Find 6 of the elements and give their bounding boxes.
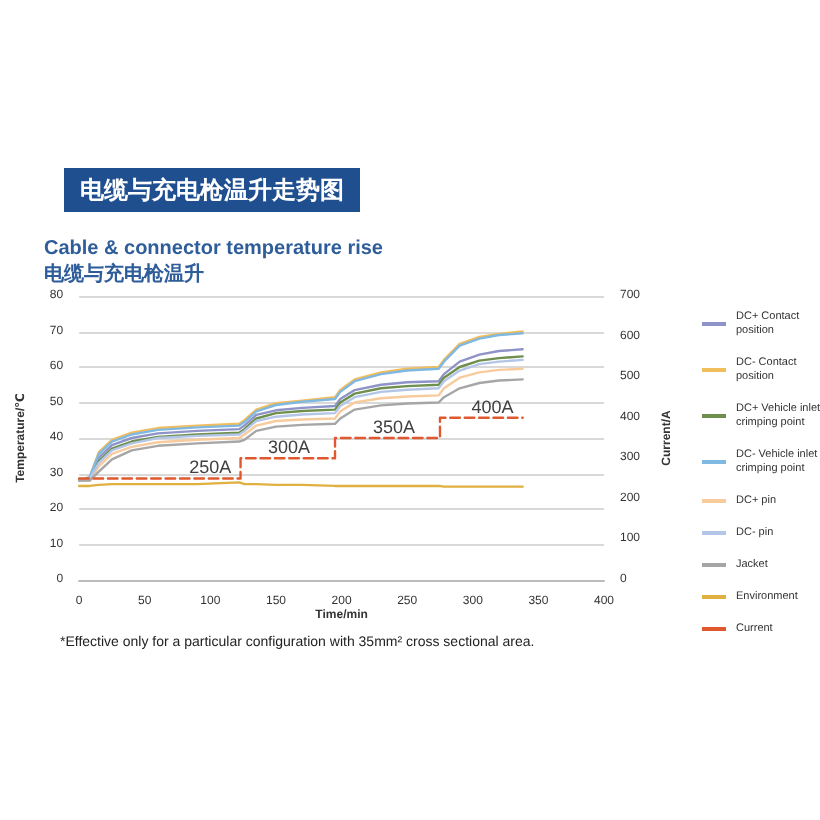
annotation: 300A xyxy=(268,437,311,458)
chart-subtitle: Cable & connector temperature rise 电缆与充电枪温升 xyxy=(44,238,384,286)
annotation: 250A xyxy=(189,457,232,478)
annotation: 350A xyxy=(373,417,416,437)
annotation: 400A xyxy=(471,396,514,417)
chart-title: 电缆与充电枪温升走势图 xyxy=(80,176,344,204)
